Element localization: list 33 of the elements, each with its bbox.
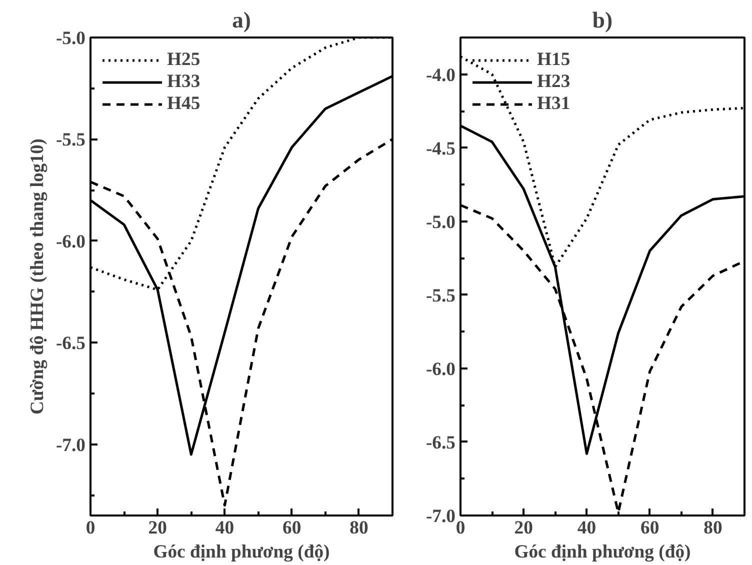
y-tick-label: -5.0: [56, 28, 86, 49]
x-tick-label: 80: [350, 518, 368, 538]
y-tick-label: -5.0: [426, 212, 456, 233]
y-tick-label: -7.0: [56, 434, 86, 456]
x-axis-title: Góc định phương (độ): [514, 542, 691, 562]
x-tick-label: 60: [282, 518, 302, 538]
x-tick-label: 0: [456, 518, 466, 538]
y-tick-label: -6.0: [56, 231, 86, 252]
x-tick-label: 40: [577, 518, 596, 538]
y-tick-label: -4.5: [426, 138, 456, 160]
legend-label: H25: [167, 49, 200, 71]
y-axis-title: Cường độ HHG (theo thang log10): [26, 138, 48, 414]
y-tick-label: -4.0: [426, 64, 456, 86]
x-tick-label: 20: [148, 518, 167, 538]
x-tick-label: 20: [514, 518, 533, 538]
legend-label: H15: [537, 49, 570, 71]
chart-title: b): [592, 8, 613, 32]
y-tick-label: -6.5: [426, 432, 456, 454]
x-tick-label: 60: [640, 518, 660, 538]
y-tick-label: -5.5: [426, 285, 456, 306]
y-tick-label: -5.5: [56, 130, 86, 151]
legend-label: H23: [537, 71, 570, 93]
y-tick-label: -6.5: [56, 333, 86, 354]
y-tick-label: -6.0: [426, 358, 456, 380]
legend-label: H33: [167, 71, 200, 93]
chart-title: a): [232, 8, 251, 32]
x-axis-title: Góc định phương (độ): [153, 542, 330, 562]
y-tick-label: -7.0: [426, 506, 456, 527]
x-tick-label: 80: [704, 518, 722, 538]
legend-label: H31: [537, 93, 570, 115]
legend-label: H45: [167, 93, 200, 115]
x-tick-label: 40: [215, 518, 234, 538]
x-tick-label: 0: [86, 518, 96, 538]
